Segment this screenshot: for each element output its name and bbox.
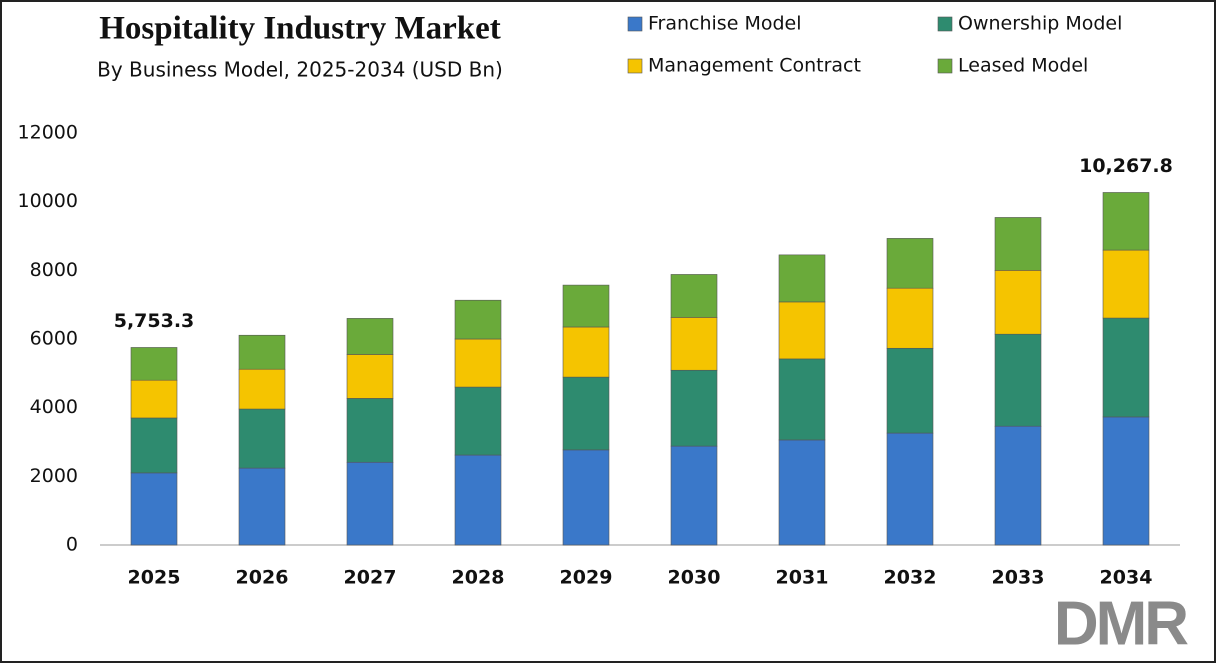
- bar-segment: [994, 270, 1042, 335]
- bar-segment: [886, 238, 934, 289]
- bar-segment: [994, 333, 1042, 427]
- x-tick-label: 2029: [560, 567, 613, 589]
- bar-segment: [670, 317, 718, 371]
- y-tick-label: 10000: [18, 190, 78, 212]
- bar-segment: [562, 326, 610, 378]
- bar-segment: [562, 449, 610, 546]
- chart-subtitle: By Business Model, 2025-2034 (USD Bn): [97, 58, 503, 82]
- bar-segment: [130, 417, 178, 474]
- y-tick-label: 0: [66, 534, 78, 556]
- bar-segment: [130, 347, 178, 381]
- bar-segment: [1102, 317, 1150, 418]
- bar-segment: [454, 454, 502, 546]
- legend-swatch: [627, 16, 643, 32]
- y-tick-label: 2000: [30, 465, 78, 487]
- x-tick-label: 2025: [128, 567, 181, 589]
- legend-label: Ownership Model: [958, 13, 1122, 35]
- x-tick-label: 2026: [236, 567, 289, 589]
- bar-segment: [346, 354, 394, 399]
- legend-label: Leased Model: [958, 55, 1088, 77]
- x-tick-label: 2033: [992, 567, 1045, 589]
- bar-segment: [562, 284, 610, 328]
- legend-swatch: [627, 58, 643, 74]
- bar-segment: [130, 472, 178, 546]
- bar-segment: [1102, 416, 1150, 546]
- legend-swatch: [937, 16, 953, 32]
- x-tick-label: 2034: [1100, 567, 1153, 589]
- legend-swatch: [937, 58, 953, 74]
- bar-segment: [454, 299, 502, 340]
- bar-segment: [886, 347, 934, 434]
- bar-segment: [238, 334, 286, 370]
- y-tick-label: 12000: [18, 122, 78, 144]
- bar-segment: [346, 461, 394, 546]
- bar-segment: [562, 376, 610, 451]
- y-tick-label: 8000: [30, 259, 78, 281]
- bar-segment: [1102, 249, 1150, 319]
- bar-segment: [886, 287, 934, 349]
- bar-segment: [994, 217, 1042, 271]
- bar-segment: [778, 254, 826, 303]
- legend-label: Management Contract: [648, 55, 861, 77]
- bar-segment: [778, 439, 826, 546]
- bar-segment: [238, 408, 286, 469]
- y-tick-label: 4000: [30, 396, 78, 418]
- bar-segment: [778, 358, 826, 441]
- bar-segment: [346, 318, 394, 355]
- bar-segment: [670, 445, 718, 546]
- x-tick-label: 2027: [344, 567, 397, 589]
- total-label: 5,753.3: [114, 310, 195, 332]
- x-tick-label: 2031: [776, 567, 829, 589]
- bar-segment: [454, 386, 502, 456]
- bar-segment: [238, 368, 286, 410]
- total-label: 10,267.8: [1079, 155, 1173, 177]
- bar-segment: [670, 369, 718, 447]
- chart-title: Hospitality Industry Market: [99, 11, 501, 47]
- bar-segment: [130, 379, 178, 419]
- bar-segment: [994, 425, 1042, 546]
- bar-segment: [1102, 192, 1150, 251]
- y-tick-label: 6000: [30, 328, 78, 350]
- logo: DMR: [1054, 589, 1188, 658]
- bar-segment: [238, 467, 286, 546]
- bar-segment: [346, 398, 394, 463]
- x-tick-label: 2028: [452, 567, 505, 589]
- x-tick-label: 2030: [668, 567, 721, 589]
- bar-segment: [670, 274, 718, 318]
- bar-segment: [454, 338, 502, 388]
- x-tick-label: 2032: [884, 567, 937, 589]
- bar-segment: [886, 432, 934, 546]
- bar-segment: [778, 301, 826, 360]
- legend-label: Franchise Model: [648, 13, 801, 35]
